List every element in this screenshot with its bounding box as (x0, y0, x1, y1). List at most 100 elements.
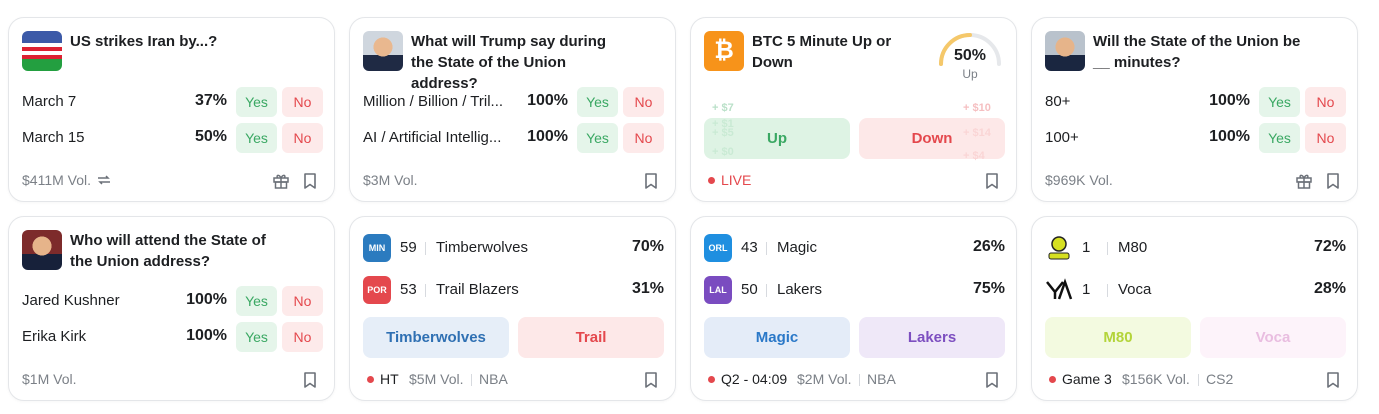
team-button[interactable]: Timberwolves (363, 317, 509, 358)
outcome-chance: 100% (186, 291, 227, 308)
separator (1107, 242, 1108, 255)
team-score: 1 (1082, 239, 1091, 256)
yes-button[interactable]: Yes (1259, 123, 1300, 153)
bookmark-icon[interactable] (984, 172, 1000, 190)
bookmark-glyph (1327, 372, 1339, 388)
yes-button[interactable]: Yes (1259, 87, 1300, 117)
separator (1107, 284, 1108, 297)
separator (425, 242, 426, 255)
no-button[interactable]: No (623, 87, 664, 117)
volume: $5M Vol. (409, 371, 464, 387)
market-image (1045, 31, 1085, 71)
market-card[interactable]: Will the State of the Union be __ minute… (1031, 17, 1358, 202)
outcome-label: AI / Artificial Intellig... (363, 129, 502, 146)
team-chance: 28% (1313, 280, 1346, 297)
separator (859, 374, 860, 386)
bookmark-glyph (1327, 173, 1339, 189)
yes-button[interactable]: Yes (577, 87, 618, 117)
team-button[interactable]: Voca (1200, 317, 1346, 358)
no-button[interactable]: No (282, 87, 323, 117)
team-chance: 31% (631, 280, 664, 297)
market-card[interactable]: Who will attend the State of the Union a… (8, 216, 335, 401)
no-button[interactable]: No (282, 286, 323, 316)
bookmark-glyph (304, 372, 316, 388)
team-score: 43 (741, 239, 758, 256)
market-card[interactable]: US strikes Iran by...? March 7 37% Yes No Mar… (8, 17, 335, 202)
outcome-chance: 50% (194, 128, 227, 145)
team-button[interactable]: M80 (1045, 317, 1191, 358)
separator (766, 284, 767, 297)
team-badge: LAL (704, 276, 732, 304)
team-score: 1 (1082, 281, 1091, 298)
market-image (363, 31, 403, 71)
yes-button[interactable]: Yes (577, 123, 618, 153)
outcome-label: 100+ (1045, 129, 1079, 146)
team-button[interactable]: Lakers (859, 317, 1005, 358)
outcome-chance: 100% (186, 327, 227, 344)
team-logo (1045, 235, 1073, 261)
market-image (22, 31, 62, 71)
yes-button[interactable]: Yes (236, 322, 277, 352)
gauge-label: Up (962, 67, 978, 81)
gauge-arc (939, 33, 1001, 66)
market-image: ₿ (704, 31, 744, 71)
outcome-label: 80+ (1045, 93, 1071, 110)
bookmark-icon[interactable] (643, 371, 659, 389)
no-button[interactable]: No (1305, 123, 1346, 153)
live-dot (708, 177, 715, 184)
market-card[interactable]: ORL 43 Magic 26% LAL 50 Lakers 75% Magic Lakers Q2… (690, 216, 1017, 401)
live-dot (1049, 376, 1056, 383)
separator (1198, 374, 1199, 386)
game-status: HT (380, 371, 399, 387)
league: NBA (479, 371, 508, 387)
gift-glyph (1296, 174, 1312, 189)
market-image (22, 230, 62, 270)
no-button[interactable]: No (282, 322, 323, 352)
no-button[interactable]: No (282, 123, 323, 153)
team-chance: 26% (972, 238, 1005, 255)
bookmark-glyph (986, 372, 998, 388)
bookmark-icon[interactable] (1325, 172, 1341, 190)
voca-logo (1046, 278, 1073, 300)
bookmark-icon[interactable] (1325, 371, 1341, 389)
market-card[interactable]: MIN 59 Timberwolves 70% POR 53 Trail Blazers 31… (349, 216, 676, 401)
down-button[interactable]: Down (859, 118, 1005, 159)
team-name: Lakers (777, 281, 823, 298)
league: NBA (867, 371, 896, 387)
team-button[interactable]: Magic (704, 317, 850, 358)
bookmark-glyph (645, 173, 657, 189)
market-title: US strikes Iran by...? (70, 33, 218, 50)
bookmark-icon[interactable] (302, 172, 318, 190)
team-button[interactable]: Trail (518, 317, 664, 358)
gift-icon[interactable] (272, 172, 290, 190)
market-title: BTC 5 Minute Up or Down (752, 33, 892, 71)
up-button[interactable]: Up (704, 118, 850, 159)
bookmark-icon[interactable] (302, 371, 318, 389)
market-card[interactable]: What will Trump say during the State of … (349, 17, 676, 202)
team-score: 53 (400, 281, 417, 298)
no-button[interactable]: No (1305, 87, 1346, 117)
bookmark-icon[interactable] (643, 172, 659, 190)
league: CS2 (1206, 371, 1234, 387)
team-chance: 70% (631, 238, 664, 255)
yes-button[interactable]: Yes (236, 286, 277, 316)
separator (766, 242, 767, 255)
market-title: Who will attend the State of the Union a… (70, 232, 266, 270)
repeat-glyph (98, 175, 110, 185)
bookmark-glyph (645, 372, 657, 388)
volume: $156K Vol. (1122, 371, 1190, 387)
team-name: Trail Blazers (436, 281, 519, 298)
separator (471, 374, 472, 386)
bookmark-icon[interactable] (984, 371, 1000, 389)
market-card[interactable]: 1 M80 72% 1 Voca 28% M80 Voca Game 3 $156K Vol. CS… (1031, 216, 1358, 401)
volume: $2M Vol. (797, 371, 852, 387)
yes-button[interactable]: Yes (236, 123, 277, 153)
repeat-icon (96, 172, 112, 188)
gift-icon[interactable] (1295, 172, 1313, 190)
yes-button[interactable]: Yes (236, 87, 277, 117)
outcome-label: Million / Billion / Tril... (363, 93, 504, 110)
gauge-value: 50% (953, 47, 987, 64)
m80-logo (1048, 236, 1070, 260)
no-button[interactable]: No (623, 123, 664, 153)
